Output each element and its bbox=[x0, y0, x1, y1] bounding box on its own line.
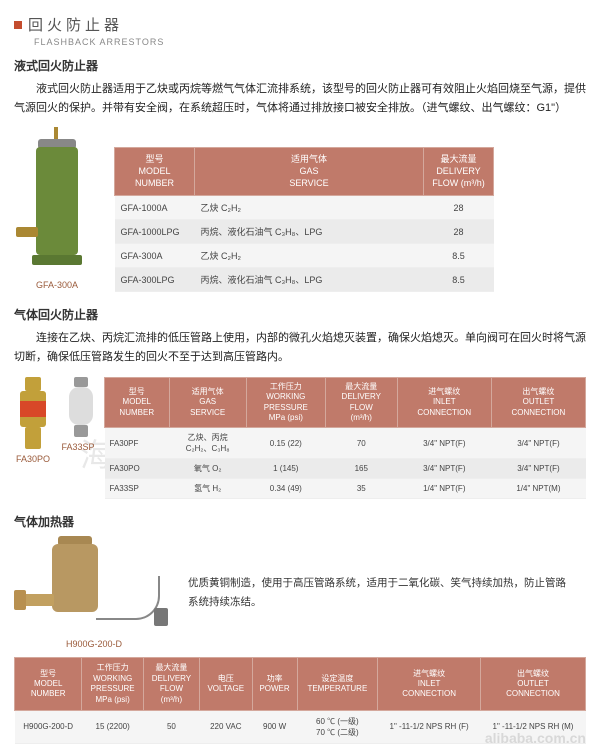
section3-desc: 优质黄铜制造，使用于高压管路系统，适用于二氧化碳、笑气持续加热，防止管路系统持续… bbox=[188, 574, 586, 612]
table-cell: FA30PF bbox=[105, 428, 170, 459]
table-cell: 8.5 bbox=[424, 244, 494, 268]
table-cell: FA33SP bbox=[105, 479, 170, 499]
table-cell: 60 ℃ (一级)70 ℃ (二级) bbox=[297, 710, 378, 743]
watermark-alibaba: alibaba.com.cn bbox=[485, 730, 586, 746]
section2-image1: FA30PO bbox=[14, 377, 52, 464]
table-cell: 氧气 O₂ bbox=[169, 459, 246, 479]
table-cell: 乙炔、丙烷C₂H₂、C₃H₈ bbox=[169, 428, 246, 459]
table-header: 型号MODELNUMBER bbox=[105, 377, 170, 428]
section2-heading: 气体回火防止器 bbox=[14, 306, 586, 323]
section1-image: GFA-300A bbox=[14, 127, 100, 290]
table-header: 最大流量DELIVERYFLOW(m³/h) bbox=[143, 658, 199, 711]
table-header: 设定温度TEMPERATURE bbox=[297, 658, 378, 711]
table-cell: 1" -11-1/2 NPS RH (F) bbox=[378, 710, 481, 743]
section1-heading: 液式回火防止器 bbox=[14, 57, 586, 74]
section1-desc: 液式回火防止器适用于乙炔或丙烷等燃气气体汇流排系统，该型号的回火防止器可有效阻止… bbox=[14, 80, 586, 117]
table-cell: 1/4" NPT(F) bbox=[397, 479, 491, 499]
gfa300a-illustration bbox=[14, 127, 100, 277]
table-cell: 乙炔 C₂H₂ bbox=[195, 244, 424, 268]
table-header: 电压VOLTAGE bbox=[199, 658, 252, 711]
section1-table: 型号MODELNUMBER适用气体GASSERVICE最大流量DELIVERYF… bbox=[114, 147, 494, 292]
table-header: 功率POWER bbox=[252, 658, 297, 711]
page-title-en: FLASHBACK ARRESTORS bbox=[34, 37, 586, 47]
table-header: 适用气体GASSERVICE bbox=[195, 148, 424, 196]
table-cell: GFA-1000LPG bbox=[115, 220, 195, 244]
fa30po-illustration bbox=[14, 377, 52, 451]
table-cell: GFA-1000A bbox=[115, 196, 195, 220]
table-cell: 3/4" NPT(F) bbox=[397, 459, 491, 479]
table-cell: 8.5 bbox=[424, 268, 494, 292]
table-cell: 3/4" NPT(F) bbox=[397, 428, 491, 459]
page-title-cn: 回火防止器 bbox=[28, 14, 123, 35]
section3-image: H900G-200-D bbox=[14, 536, 174, 649]
table-cell: 220 VAC bbox=[199, 710, 252, 743]
page-title-row: 回火防止器 bbox=[14, 14, 586, 35]
section3-caption: H900G-200-D bbox=[14, 639, 174, 649]
table-cell: H900G-200-D bbox=[15, 710, 82, 743]
table-cell: 165 bbox=[325, 459, 397, 479]
table-header: 型号MODELNUMBER bbox=[15, 658, 82, 711]
table-cell: FA30PO bbox=[105, 459, 170, 479]
table-row: GFA-1000LPG丙烷、液化石油气 C₃H₈、LPG28 bbox=[115, 220, 494, 244]
table-header: 出气螺纹OUTLETCONNECTION bbox=[481, 658, 586, 711]
table-header: 出气螺纹OUTLETCONNECTION bbox=[491, 377, 585, 428]
table-cell: 35 bbox=[325, 479, 397, 499]
table-header: 适用气体GASSERVICE bbox=[169, 377, 246, 428]
table-header: 最大流量DELIVERYFLOW(m³/h) bbox=[325, 377, 397, 428]
table-cell: 50 bbox=[143, 710, 199, 743]
section2-desc: 连接在乙炔、丙烷汇流排的低压管路上使用，内部的微孔火焰熄灭装置，确保火焰熄灭。单… bbox=[14, 329, 586, 366]
heater-illustration bbox=[14, 536, 174, 636]
table-row: FA33SP氢气 H₂0.34 (49)351/4" NPT(F)1/4" NP… bbox=[105, 479, 586, 499]
table-cell: 0.15 (22) bbox=[246, 428, 325, 459]
table-cell: 丙烷、液化石油气 C₃H₈、LPG bbox=[195, 268, 424, 292]
table-row: FA30PO氧气 O₂1 (145)1653/4" NPT(F)3/4" NPT… bbox=[105, 459, 586, 479]
table-header: 型号MODELNUMBER bbox=[115, 148, 195, 196]
table-cell: 1 (145) bbox=[246, 459, 325, 479]
section1-caption: GFA-300A bbox=[14, 280, 100, 290]
table-header: 进气螺纹INLETCONNECTION bbox=[397, 377, 491, 428]
table-cell: 3/4" NPT(F) bbox=[491, 459, 585, 479]
table-cell: 氢气 H₂ bbox=[169, 479, 246, 499]
table-cell: GFA-300A bbox=[115, 244, 195, 268]
table-cell: 900 W bbox=[252, 710, 297, 743]
table-header: 工作压力WORKINGPRESSUREMPa (psi) bbox=[246, 377, 325, 428]
table-header: 最大流量DELIVERYFLOW (m³/h) bbox=[424, 148, 494, 196]
section2-table: 型号MODELNUMBER适用气体GASSERVICE工作压力WORKINGPR… bbox=[104, 377, 586, 500]
section2-caption2: FA33SP bbox=[58, 442, 98, 452]
table-cell: 0.34 (49) bbox=[246, 479, 325, 499]
section3-heading: 气体加热器 bbox=[14, 513, 586, 530]
table-header: 进气螺纹INLETCONNECTION bbox=[378, 658, 481, 711]
table-cell: 丙烷、液化石油气 C₃H₈、LPG bbox=[195, 220, 424, 244]
section2-caption1: FA30PO bbox=[14, 454, 52, 464]
table-cell: 70 bbox=[325, 428, 397, 459]
table-cell: GFA-300LPG bbox=[115, 268, 195, 292]
table-row: GFA-300LPG丙烷、液化石油气 C₃H₈、LPG8.5 bbox=[115, 268, 494, 292]
table-row: GFA-300A乙炔 C₂H₂8.5 bbox=[115, 244, 494, 268]
table-cell: 15 (2200) bbox=[82, 710, 144, 743]
table-cell: 28 bbox=[424, 220, 494, 244]
table-cell: 28 bbox=[424, 196, 494, 220]
section2-image2: FA33SP bbox=[58, 377, 98, 452]
table-row: FA30PF乙炔、丙烷C₂H₂、C₃H₈0.15 (22)703/4" NPT(… bbox=[105, 428, 586, 459]
fa33sp-illustration bbox=[64, 377, 98, 439]
table-cell: 乙炔 C₂H₂ bbox=[195, 196, 424, 220]
title-bullet-icon bbox=[14, 21, 22, 29]
table-cell: 3/4" NPT(F) bbox=[491, 428, 585, 459]
table-cell: 1/4" NPT(M) bbox=[491, 479, 585, 499]
table-header: 工作压力WORKINGPRESSUREMPa (psi) bbox=[82, 658, 144, 711]
table-row: GFA-1000A乙炔 C₂H₂28 bbox=[115, 196, 494, 220]
